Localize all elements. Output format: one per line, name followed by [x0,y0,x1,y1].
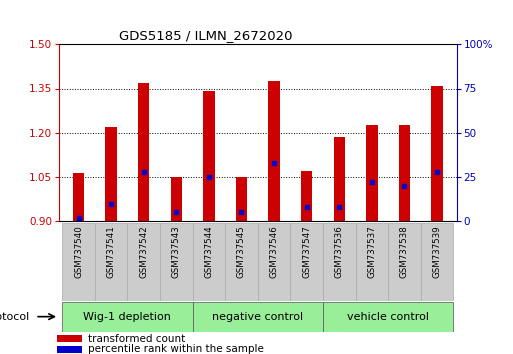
Text: GSM737544: GSM737544 [204,225,213,278]
Bar [171,177,182,221]
Text: GDS5185 / ILMN_2672020: GDS5185 / ILMN_2672020 [119,29,292,42]
Text: GSM737542: GSM737542 [139,225,148,278]
Bar [258,223,290,301]
Text: transformed count: transformed count [88,334,186,344]
Bar [323,302,453,332]
Text: GSM737547: GSM737547 [302,225,311,278]
Text: Wig-1 depletion: Wig-1 depletion [84,312,171,322]
Bar [399,125,410,221]
Bar [203,91,214,221]
Bar [290,223,323,301]
Bar [160,223,192,301]
Text: GSM737537: GSM737537 [367,225,377,278]
Bar [57,346,82,353]
Text: GSM737538: GSM737538 [400,225,409,278]
Bar [366,125,378,221]
Bar [73,173,84,221]
Bar [421,223,453,301]
Text: vehicle control: vehicle control [347,312,429,322]
Bar [268,81,280,221]
Text: GSM737541: GSM737541 [107,225,115,278]
Text: percentile rank within the sample: percentile rank within the sample [88,344,264,354]
Bar [127,223,160,301]
Bar [388,223,421,301]
Text: GSM737536: GSM737536 [335,225,344,278]
Text: negative control: negative control [212,312,303,322]
Text: GSM737545: GSM737545 [237,225,246,278]
Bar [236,177,247,221]
Bar [225,223,258,301]
Bar [62,302,192,332]
Bar [95,223,127,301]
Bar [62,223,95,301]
Bar [138,82,149,221]
Text: GSM737539: GSM737539 [432,225,442,278]
Bar [106,127,117,221]
Bar [356,223,388,301]
Bar [333,137,345,221]
Bar [192,223,225,301]
Bar [323,223,356,301]
Bar [431,86,443,221]
Bar [192,302,323,332]
Bar [301,171,312,221]
Text: GSM737540: GSM737540 [74,225,83,278]
Text: GSM737543: GSM737543 [172,225,181,278]
Text: protocol: protocol [0,312,29,322]
Text: GSM737546: GSM737546 [269,225,279,278]
Bar [57,335,82,342]
